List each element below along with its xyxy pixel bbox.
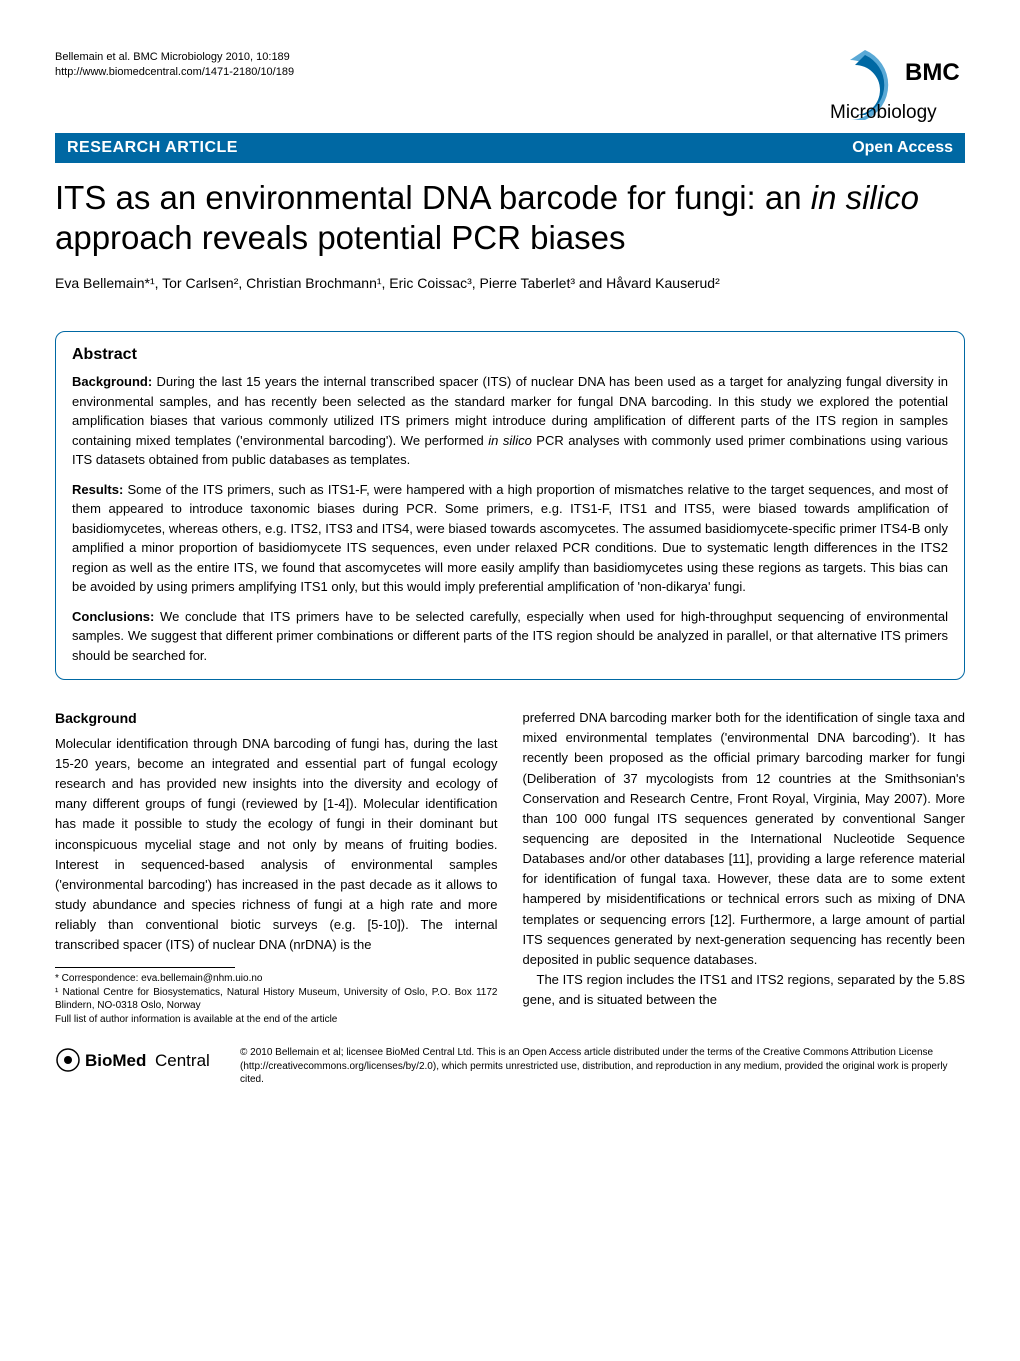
article-type-label: RESEARCH ARTICLE	[67, 139, 238, 157]
license-row: BioMed Central © 2010 Bellemain et al; l…	[55, 1038, 965, 1087]
col1-para1: Molecular identification through DNA bar…	[55, 734, 498, 956]
body-columns: Background Molecular identification thro…	[55, 708, 965, 1026]
journal-logo: BMC Microbiology	[805, 50, 965, 125]
bmc-logo-icon: BMC Microbiology	[805, 50, 965, 125]
title-italic: in silico	[811, 179, 919, 216]
citation-line-2: http://www.biomedcentral.com/1471-2180/1…	[55, 65, 294, 80]
svg-text:BMC: BMC	[905, 59, 960, 86]
column-left: Background Molecular identification thro…	[55, 708, 498, 1026]
footnote-separator	[55, 967, 235, 968]
biomed-logo-icon: BioMed Central	[55, 1046, 230, 1074]
author-list: Eva Bellemain*¹, Tor Carlsen², Christian…	[55, 275, 965, 291]
citation-line-1: Bellemain et al. BMC Microbiology 2010, …	[55, 50, 294, 65]
background-heading: Background	[55, 708, 498, 730]
full-list-note: Full list of author information is avail…	[55, 1013, 498, 1027]
svg-text:Microbiology: Microbiology	[830, 102, 937, 123]
abstract-background: Background: During the last 15 years the…	[72, 372, 948, 470]
title-part1: ITS as an environmental DNA barcode for …	[55, 179, 811, 216]
abstract-conclusions-text: We conclude that ITS primers have to be …	[72, 609, 948, 663]
svg-text:BioMed: BioMed	[85, 1051, 146, 1070]
affiliation-1: ¹ National Centre for Biosystematics, Na…	[55, 986, 498, 1013]
abstract-box: Abstract Background: During the last 15 …	[55, 331, 965, 680]
abstract-background-italic: in silico	[488, 433, 532, 448]
article-title: ITS as an environmental DNA barcode for …	[55, 178, 965, 257]
col2-para2: The ITS region includes the ITS1 and ITS…	[523, 970, 966, 1010]
svg-text:Central: Central	[155, 1051, 210, 1070]
abstract-results-label: Results:	[72, 482, 123, 497]
abstract-heading: Abstract	[72, 346, 948, 364]
abstract-background-label: Background:	[72, 374, 152, 389]
col2-para1: preferred DNA barcoding marker both for …	[523, 708, 966, 970]
title-part2: approach reveals potential PCR biases	[55, 219, 626, 256]
abstract-results: Results: Some of the ITS primers, such a…	[72, 480, 948, 597]
abstract-results-text: Some of the ITS primers, such as ITS1-F,…	[72, 482, 948, 595]
citation-block: Bellemain et al. BMC Microbiology 2010, …	[55, 50, 294, 80]
correspondence: * Correspondence: eva.bellemain@nhm.uio.…	[55, 972, 498, 986]
article-type-bar: RESEARCH ARTICLE Open Access	[55, 133, 965, 163]
abstract-conclusions: Conclusions: We conclude that ITS primer…	[72, 607, 948, 666]
license-text: © 2010 Bellemain et al; licensee BioMed …	[240, 1046, 965, 1087]
abstract-conclusions-label: Conclusions:	[72, 609, 154, 624]
page-header: Bellemain et al. BMC Microbiology 2010, …	[55, 50, 965, 125]
biomed-central-logo: BioMed Central	[55, 1046, 230, 1079]
column-right: preferred DNA barcoding marker both for …	[523, 708, 966, 1026]
footnotes: * Correspondence: eva.bellemain@nhm.uio.…	[55, 972, 498, 1026]
open-access-label: Open Access	[852, 139, 953, 157]
